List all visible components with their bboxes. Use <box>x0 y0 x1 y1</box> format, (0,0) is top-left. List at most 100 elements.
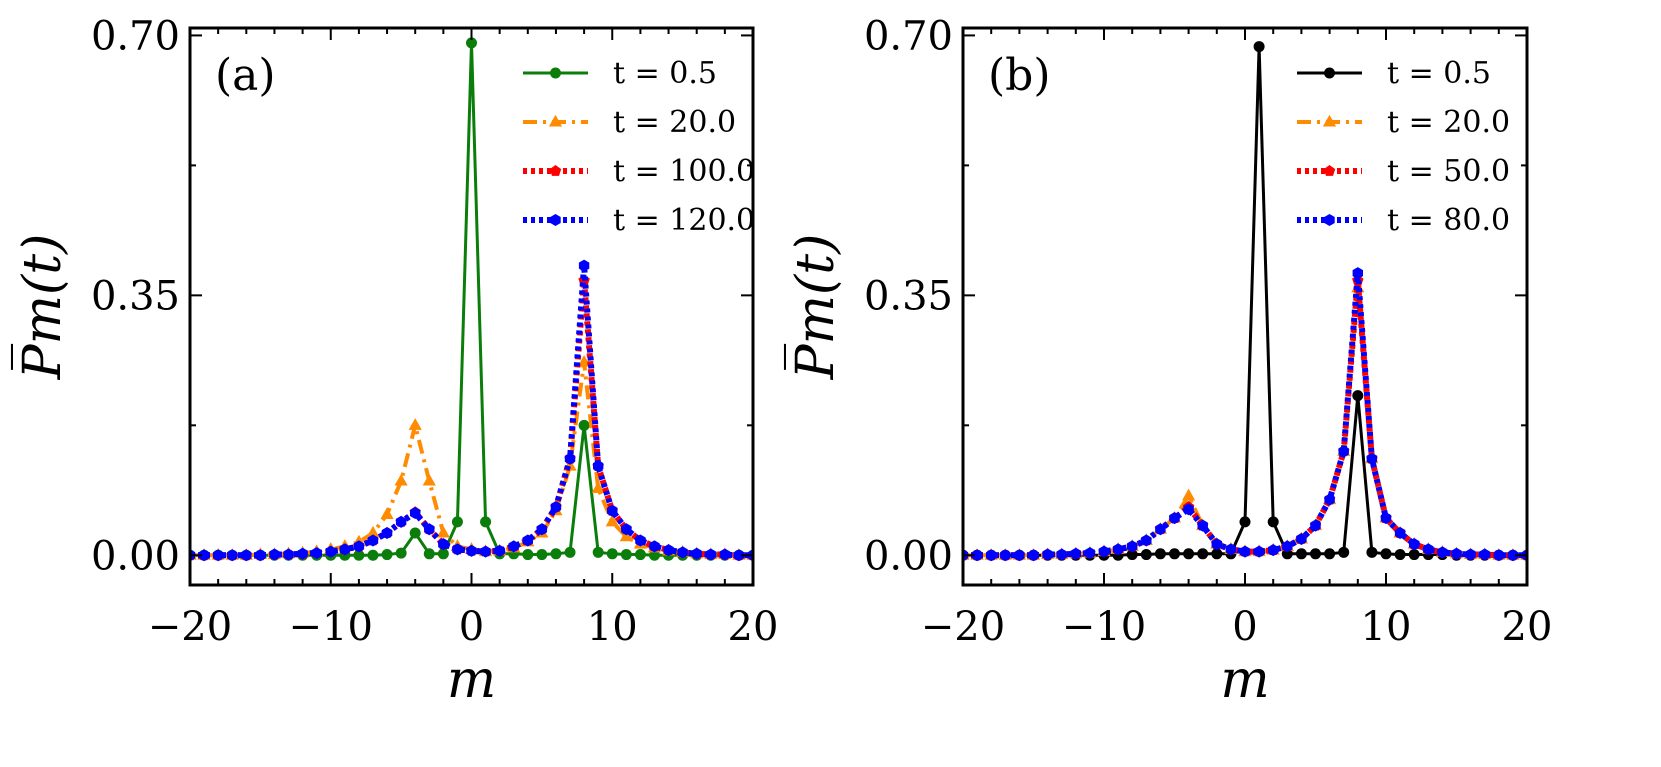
data-point <box>606 548 618 560</box>
data-point <box>452 543 463 556</box>
data-point <box>605 514 619 527</box>
data-point <box>1423 543 1434 556</box>
data-point <box>1324 493 1335 506</box>
data-point <box>1169 512 1180 525</box>
data-point <box>522 549 534 561</box>
data-point <box>198 549 210 562</box>
data-point <box>691 547 702 560</box>
data-point <box>283 548 294 561</box>
data-point <box>366 525 380 538</box>
data-point <box>409 527 421 539</box>
legend-label: t = 80.0 <box>1387 203 1510 238</box>
data-point <box>536 523 548 536</box>
legend-marker <box>1324 67 1335 79</box>
data-point <box>649 540 660 553</box>
data-point <box>339 543 351 556</box>
x-axis-label: m <box>447 650 496 710</box>
legend-marker <box>1324 214 1335 226</box>
data-point <box>408 418 422 430</box>
data-point <box>1239 545 1251 558</box>
data-point <box>227 549 238 562</box>
legend-label: t = 0.5 <box>613 56 717 91</box>
data-point <box>1507 549 1519 562</box>
data-point <box>1084 547 1096 560</box>
data-point <box>1127 540 1138 553</box>
data-point <box>353 540 365 553</box>
legend-label: t = 120.0 <box>613 203 755 238</box>
data-point <box>1253 545 1265 558</box>
data-point <box>1465 548 1476 561</box>
data-point <box>1239 516 1251 528</box>
data-point <box>1028 549 1039 562</box>
data-point <box>1380 548 1392 560</box>
data-point <box>1197 519 1208 532</box>
x-tick-label: −20 <box>148 604 232 650</box>
series-line <box>190 277 753 559</box>
data-point <box>1352 267 1363 280</box>
data-point <box>564 546 576 558</box>
data-point <box>564 452 576 465</box>
x-tick-label: 0 <box>1232 604 1257 650</box>
data-point <box>1182 488 1196 501</box>
series-line <box>190 262 753 559</box>
data-point <box>466 544 477 557</box>
data-point <box>1197 548 1209 560</box>
panel-label: (b) <box>988 50 1051 101</box>
data-point <box>1310 548 1321 560</box>
data-point <box>1126 549 1138 561</box>
data-point <box>592 546 604 558</box>
data-point <box>971 549 983 562</box>
data-point <box>607 504 618 517</box>
x-tick-label: 20 <box>1502 604 1553 650</box>
data-point <box>1000 549 1011 562</box>
y-axis-label: P̅m(t) <box>10 234 73 381</box>
x-axis-label: m <box>1220 650 1269 710</box>
data-point <box>1338 445 1349 458</box>
data-point <box>677 546 688 559</box>
data-point <box>494 544 505 557</box>
data-point <box>395 547 407 559</box>
data-point <box>591 481 605 493</box>
data-point <box>577 355 591 367</box>
y-tick-label: 0.35 <box>91 273 180 319</box>
data-point <box>705 548 716 561</box>
data-point <box>1253 41 1265 53</box>
data-point <box>367 549 379 561</box>
data-point <box>663 544 674 557</box>
panel-label: (a) <box>215 50 276 101</box>
data-point <box>269 548 280 561</box>
data-point <box>381 527 393 540</box>
data-point <box>1295 548 1307 560</box>
data-point <box>1366 546 1378 558</box>
data-point <box>424 523 435 536</box>
legend-label: t = 0.5 <box>1387 56 1491 91</box>
data-point <box>311 547 322 560</box>
data-point <box>620 549 632 561</box>
legend-marker <box>548 114 563 127</box>
data-point <box>592 460 604 473</box>
data-point <box>1394 527 1406 540</box>
data-point <box>480 516 492 528</box>
data-point <box>508 540 519 553</box>
series-3 <box>190 274 753 561</box>
data-point <box>550 501 562 514</box>
data-point <box>325 545 336 558</box>
x-tick-label: −10 <box>289 604 373 650</box>
data-point <box>1437 546 1448 559</box>
data-point <box>212 549 224 562</box>
data-point <box>255 549 266 562</box>
data-point <box>634 549 646 561</box>
legend-label: t = 50.0 <box>1387 154 1510 189</box>
data-point <box>1268 544 1279 557</box>
data-point <box>353 549 365 561</box>
data-point <box>1183 548 1195 560</box>
data-point <box>578 259 590 272</box>
data-point <box>1014 549 1025 562</box>
x-tick-label: −10 <box>1062 604 1146 650</box>
data-point <box>621 523 632 536</box>
legend-label: t = 20.0 <box>613 105 736 140</box>
data-point <box>1380 512 1392 525</box>
data-point <box>635 534 646 547</box>
data-point <box>1310 519 1321 532</box>
legend: t = 0.5 t = 20.0 t = 50.0 t = 80.0 <box>1297 56 1510 238</box>
